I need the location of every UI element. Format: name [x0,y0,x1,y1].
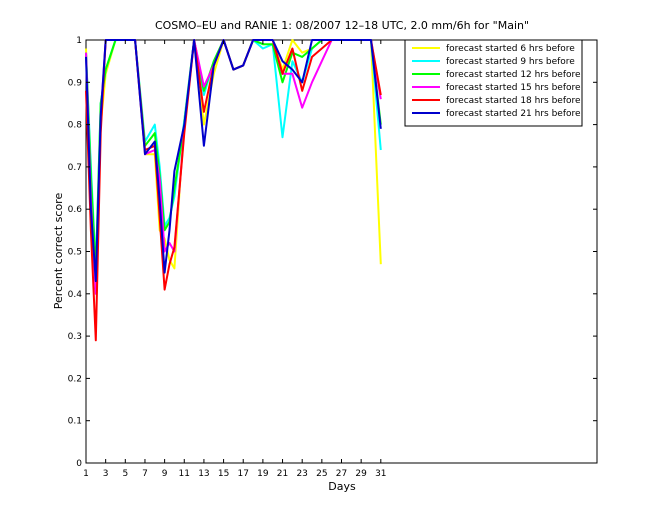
x-tick-label: 3 [103,469,109,479]
axes-layer: 1 3 5 7 9 11 13 15 17 19 21 23 25 27 29 3100.10.20.30.4… [68,36,597,479]
series-layer [85,39,382,342]
legend-label-5: forecast started 18 hrs before [446,96,581,106]
x-axis-label: Days [328,480,356,493]
y-tick-label: 1 [76,36,82,46]
y-tick-label: 0.9 [68,78,83,88]
y-tick-label: 0.3 [68,332,82,342]
legend-label-3: forecast started 12 hrs before [446,70,581,80]
legend-label-1: forecast started 6 hrs before [446,44,575,54]
legend: forecast started 6 hrs before forecast st… [404,39,583,127]
x-tick-label: 11 [179,469,190,479]
x-tick-label: 9 [162,469,168,479]
y-tick-label: 0.5 [68,248,82,258]
series-line-6 [85,39,382,283]
x-tick-label: 7 [142,469,148,479]
y-tick-label: 0.1 [68,417,82,427]
y-axis-label: Percent correct score [52,193,65,310]
y-tick-label: 0.7 [68,163,82,173]
y-tick-label: 0.8 [68,121,83,131]
x-tick-label: 15 [218,469,229,479]
x-tick-label: 5 [122,469,128,479]
x-tick-label: 1 [83,469,89,479]
x-tick-label: 17 [238,469,249,479]
y-tick-label: 0.4 [68,290,83,300]
legend-label-6: forecast started 21 hrs before [446,109,581,119]
y-tick-label: 0.2 [68,374,82,384]
x-tick-label: 27 [336,469,347,479]
x-tick-label: 19 [257,469,269,479]
legend-label-4: forecast started 15 hrs before [446,83,581,93]
y-tick-label: 0 [76,459,82,469]
x-tick-label: 29 [355,469,367,479]
legend-box [404,39,583,127]
x-tick-label: 13 [198,469,209,479]
chart-title: COSMO–EU and RANIE 1: 08/2007 12–18 UTC,… [155,19,529,32]
x-tick-label: 23 [296,469,307,479]
x-tick-label: 25 [316,469,327,479]
x-tick-label: 21 [277,469,288,479]
x-tick-label: 31 [375,469,386,479]
y-tick-label: 0.6 [68,205,83,215]
legend-label-2: forecast started 9 hrs before [446,57,575,67]
